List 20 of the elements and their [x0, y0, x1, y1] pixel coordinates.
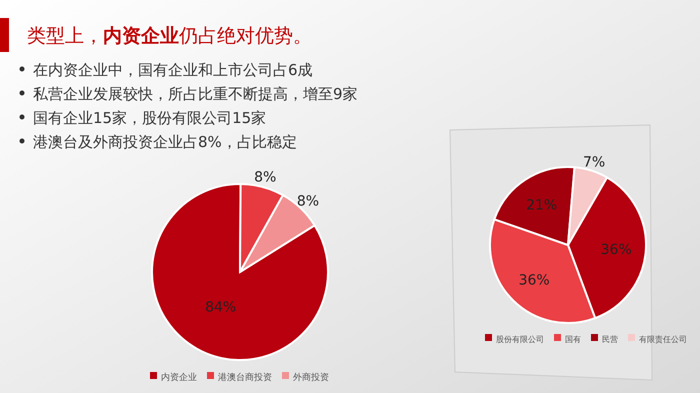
- legend-label: 内资企业: [161, 372, 197, 383]
- text: 国有企业15家，股份有限公司15家: [33, 109, 266, 127]
- data-label: 8%: [254, 170, 276, 186]
- legend-label: 民营: [602, 335, 618, 344]
- data-label: 7%: [583, 154, 606, 171]
- legend-label: 有限责任公司: [639, 335, 687, 344]
- data-label: 84%: [205, 300, 236, 316]
- data-label: 36%: [518, 272, 550, 289]
- text: 在内资企业中，国有企业和上市公司占6成: [33, 61, 313, 79]
- data-label: 36%: [600, 242, 632, 258]
- chart-title: 类型上，内资企业仍占绝对优势。: [27, 25, 312, 47]
- legend-label: 港澳台商投资: [218, 372, 272, 383]
- text: 港澳台及外商投资企业占8%，占比稳定: [33, 133, 297, 151]
- legend-label: 国有: [565, 335, 581, 344]
- legend-label: 股份有限公司: [496, 335, 544, 344]
- text: 私营企业发展较快，所占比重不断提高，增至9家: [33, 85, 358, 103]
- legend-label: 外商投资: [293, 372, 329, 383]
- pie-slice: [151, 183, 329, 361]
- data-label: 8%: [296, 194, 320, 210]
- data-label: 21%: [526, 197, 558, 214]
